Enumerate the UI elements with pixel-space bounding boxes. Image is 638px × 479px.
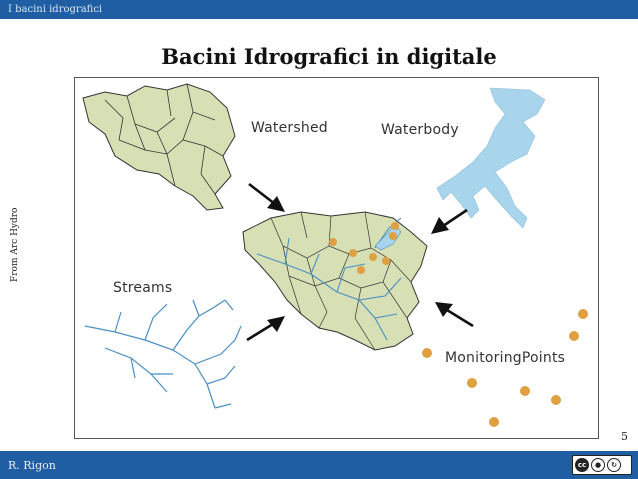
central-watershed — [242, 211, 428, 351]
arrows — [246, 182, 474, 342]
page-number: 5 — [621, 430, 628, 443]
footer-bar: R. Rigon cc ● ↻ — [0, 451, 638, 479]
monitoring-points-label: MonitoringPoints — [445, 350, 566, 366]
waterbody-label: Waterbody — [381, 122, 459, 138]
section-title: I bacini idrografici — [8, 4, 103, 15]
cc-icon: cc — [575, 458, 589, 472]
streams-label: Streams — [113, 280, 173, 296]
arrow-streams — [246, 322, 274, 342]
streams-map — [84, 299, 242, 409]
license-badge[interactable]: cc ● ↻ — [572, 455, 632, 475]
watershed-label: Watershed — [251, 120, 328, 136]
author-name: R. Rigon — [8, 459, 56, 472]
figure-drawing — [82, 83, 588, 427]
slide-title: Bacini Idrografici in digitale — [161, 44, 497, 69]
arc-hydro-figure: Watershed Waterbody Streams MonitoringPo… — [74, 77, 599, 439]
sa-icon: ↻ — [607, 458, 621, 472]
source-note: From Arc Hydro — [10, 207, 20, 282]
by-icon: ● — [591, 458, 605, 472]
arrow-watershed — [248, 182, 276, 206]
header-bar: I bacini idrografici — [0, 0, 638, 19]
arrow-monitoring — [446, 308, 474, 328]
monitoring-points-map — [422, 309, 588, 427]
waterbody-map — [436, 87, 546, 229]
watershed-map — [82, 83, 236, 211]
arrow-waterbody — [442, 208, 468, 228]
